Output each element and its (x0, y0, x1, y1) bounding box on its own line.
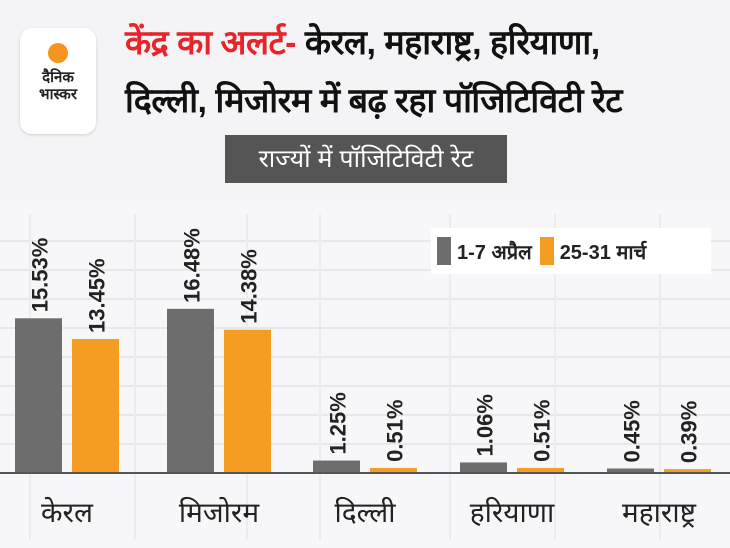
bar (72, 339, 119, 473)
bar (517, 467, 564, 473)
dainik-bhaskar-logo: दैनिक भास्कर (20, 28, 96, 134)
data-label: 0.39% (677, 401, 702, 463)
category-label: मिजोरम (179, 496, 260, 528)
category-label: हरियाणा (470, 496, 555, 528)
data-label: 0.51% (383, 400, 408, 462)
headline: केंद्र का अलर्ट- केरल, महाराष्ट्र, हरिया… (125, 14, 623, 130)
bar (370, 467, 417, 473)
chart-title: राज्यों में पॉजिटिविटी रेट (225, 135, 507, 183)
bar (15, 318, 62, 473)
bar (313, 460, 360, 473)
data-label: 1.06% (473, 394, 498, 456)
data-label: 1.25% (326, 392, 351, 454)
data-label: 14.38% (237, 249, 262, 324)
data-label: 0.45% (620, 400, 645, 462)
data-label: 0.51% (530, 400, 555, 462)
data-label: 13.45% (85, 258, 110, 333)
category-label: महाराष्ट्र (622, 497, 697, 528)
legend-swatch-march (539, 237, 554, 265)
headline-part-2: दिल्ली, मिजोरम में बढ़ रहा पॉजिटिविटी रे… (125, 82, 623, 120)
legend-swatch-april (437, 237, 451, 265)
sun-icon (48, 43, 68, 63)
headline-red: केंद्र का अलर्ट- (125, 24, 296, 62)
legend: 1-7 अप्रैल 25-31 मार्च (431, 228, 711, 274)
legend-label-april: 1-7 अप्रैल (457, 241, 532, 264)
legend-label-march: 25-31 मार्च (559, 241, 647, 264)
logo-line-1: दैनिक (42, 69, 74, 86)
category-label: दिल्ली (335, 496, 397, 528)
bar (167, 308, 214, 473)
bar (460, 462, 507, 473)
data-label: 15.53% (28, 238, 53, 313)
bar (607, 468, 654, 473)
data-label: 16.48% (180, 228, 205, 303)
bar (664, 469, 711, 473)
category-label: केरल (41, 496, 94, 528)
headline-part-1: केरल, महाराष्ट्र, हरियाणा, (295, 24, 600, 62)
bar (224, 329, 271, 473)
logo-line-2: भास्कर (39, 86, 77, 103)
